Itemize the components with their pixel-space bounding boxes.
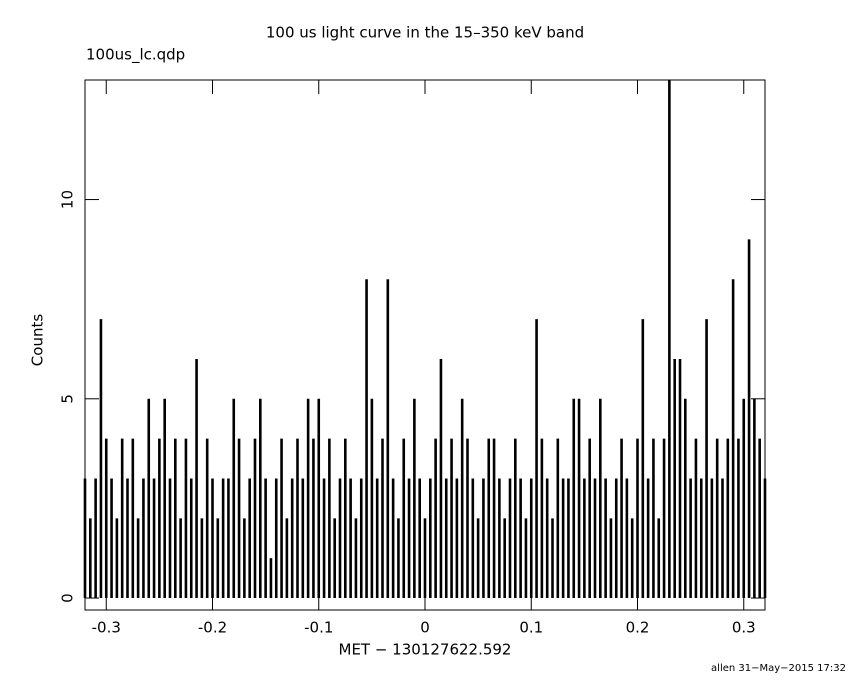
x-tick-label: -0.2: [198, 619, 227, 637]
x-tick-label: 0: [420, 619, 430, 637]
footer: allen 31−May−2015 17:32: [711, 663, 846, 674]
x-tick-label: 0.2: [626, 619, 650, 637]
x-tick-label: -0.3: [92, 619, 121, 637]
y-tick-label: 0: [59, 593, 77, 603]
y-axis-label: Counts: [29, 314, 47, 367]
y-tick-label: 5: [59, 394, 77, 404]
x-axis-label: MET − 130127622.592: [339, 641, 512, 659]
chart-subtitle: 100us_lc.qdp: [86, 46, 185, 65]
x-tick-label: 0.1: [519, 619, 543, 637]
y-tick-label: 10: [59, 190, 77, 209]
x-tick-label: 0.3: [732, 619, 756, 637]
x-tick-label: -0.1: [304, 619, 333, 637]
chart-title: 100 us light curve in the 15–350 keV ban…: [266, 24, 584, 42]
